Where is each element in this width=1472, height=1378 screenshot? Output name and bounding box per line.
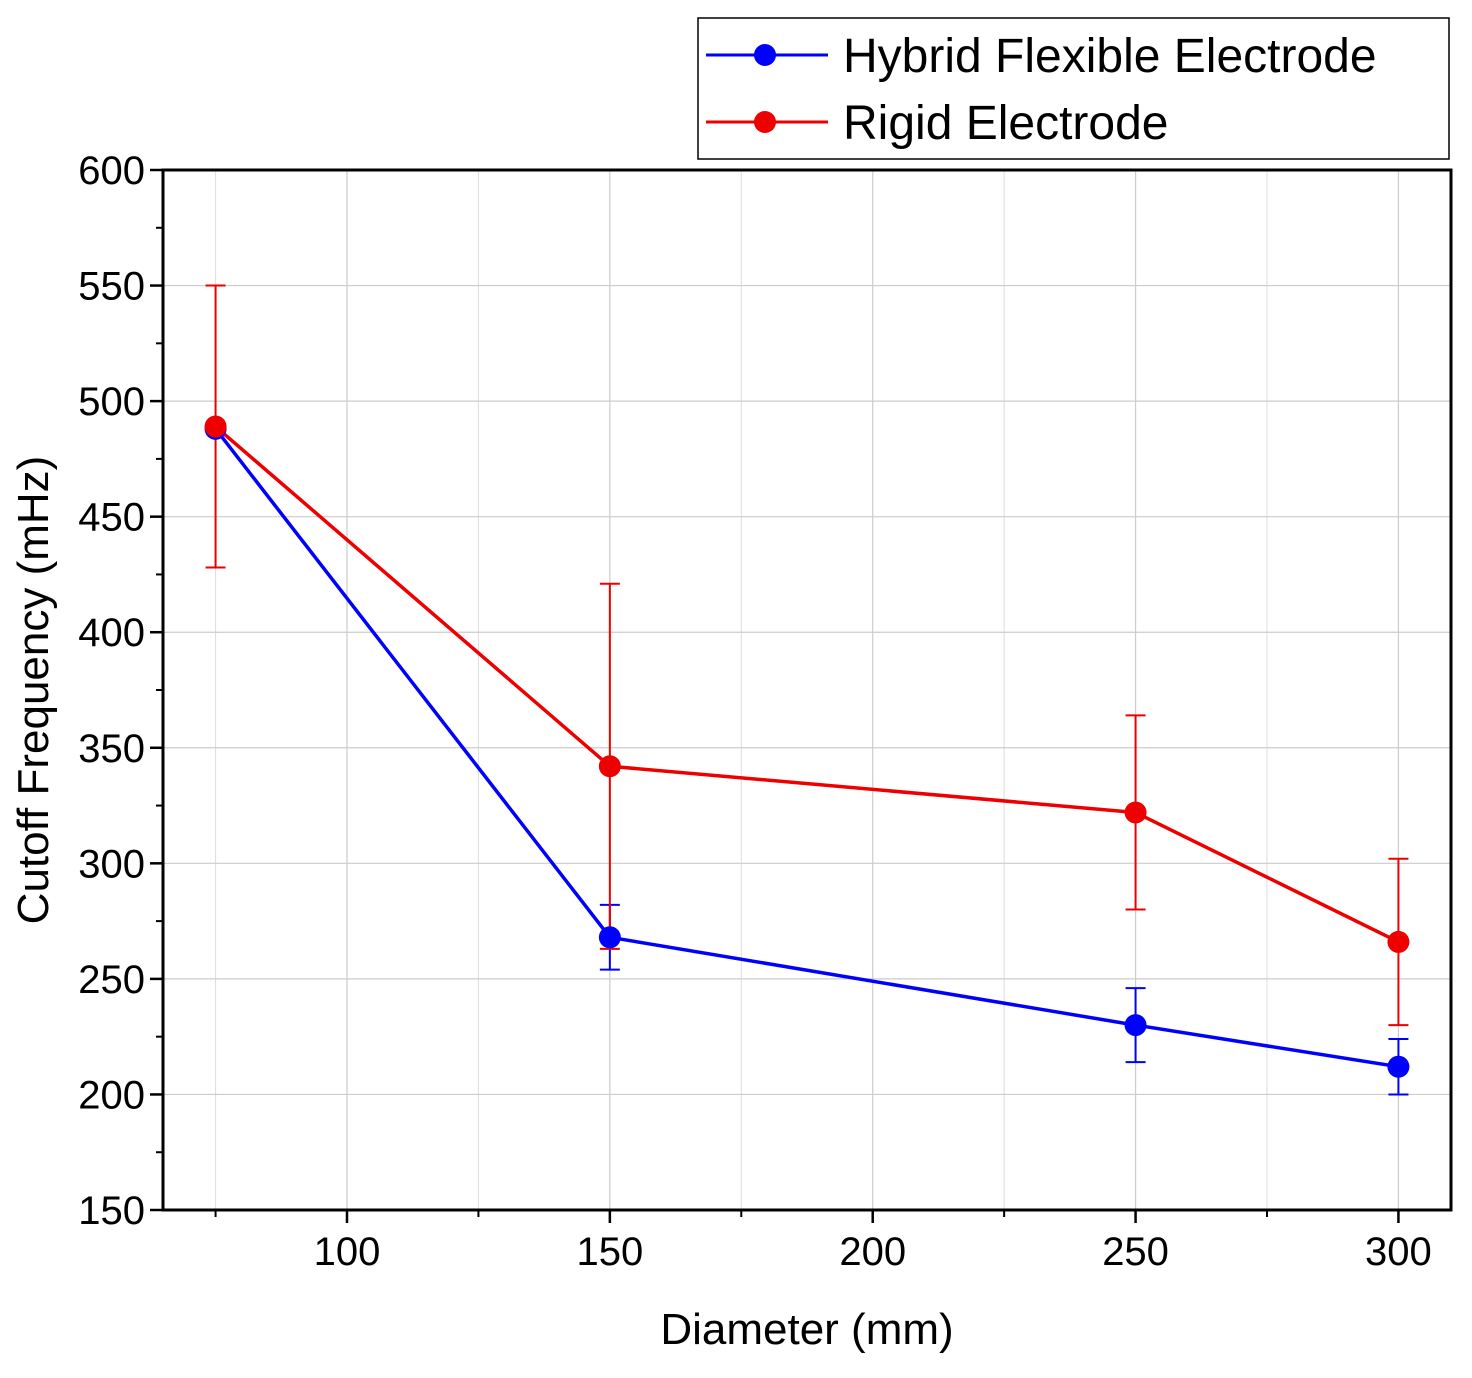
- series-line-rigid: [214, 425, 1400, 944]
- y-tick-label: 200: [78, 1073, 145, 1117]
- data-point-rigid: [1124, 801, 1147, 824]
- legend-label-rigid: Rigid Electrode: [843, 97, 1169, 150]
- legend-marker-rigid: [754, 111, 776, 133]
- axis-ticks: [150, 168, 1400, 1223]
- legend-label-hybrid: Hybrid Flexible Electrode: [843, 30, 1377, 83]
- series-lines: [214, 425, 1400, 1069]
- y-tick-label: 250: [78, 958, 145, 1002]
- y-tick-label: 300: [78, 842, 145, 886]
- series-line-hybrid: [214, 427, 1399, 1069]
- data-markers: [204, 415, 1410, 1078]
- y-tick-label: 150: [78, 1189, 145, 1233]
- y-tick-label: 600: [78, 149, 145, 193]
- data-point-hybrid: [1387, 1055, 1410, 1078]
- y-tick-label: 450: [78, 496, 145, 540]
- data-point-rigid: [1387, 930, 1410, 953]
- x-tick-label: 300: [1365, 1230, 1432, 1274]
- y-tick-label: 550: [78, 265, 145, 309]
- data-point-rigid: [598, 755, 621, 778]
- y-axis-label: Cutoff Frequency (mHz): [9, 456, 58, 925]
- x-tick-label: 250: [1102, 1230, 1169, 1274]
- y-tick-label: 400: [78, 611, 145, 655]
- data-point-hybrid: [1124, 1014, 1147, 1037]
- legend-box: [697, 17, 1450, 160]
- x-axis-label: Diameter (mm): [660, 1305, 953, 1354]
- x-tick-label: 100: [314, 1230, 381, 1274]
- data-point-hybrid: [598, 926, 621, 949]
- axis-tick-labels: 100 150 200 250 300 150 200 250 300 350 400 450 500 5…: [78, 149, 1432, 1274]
- legend: Hybrid Flexible Electrode Rigid Electrod…: [697, 17, 1450, 160]
- x-tick-label: 150: [576, 1230, 643, 1274]
- y-tick-label: 500: [78, 380, 145, 424]
- legend-marker-hybrid: [754, 44, 776, 66]
- data-point-rigid: [204, 415, 227, 438]
- y-tick-label: 350: [78, 727, 145, 771]
- x-tick-label: 200: [839, 1230, 906, 1274]
